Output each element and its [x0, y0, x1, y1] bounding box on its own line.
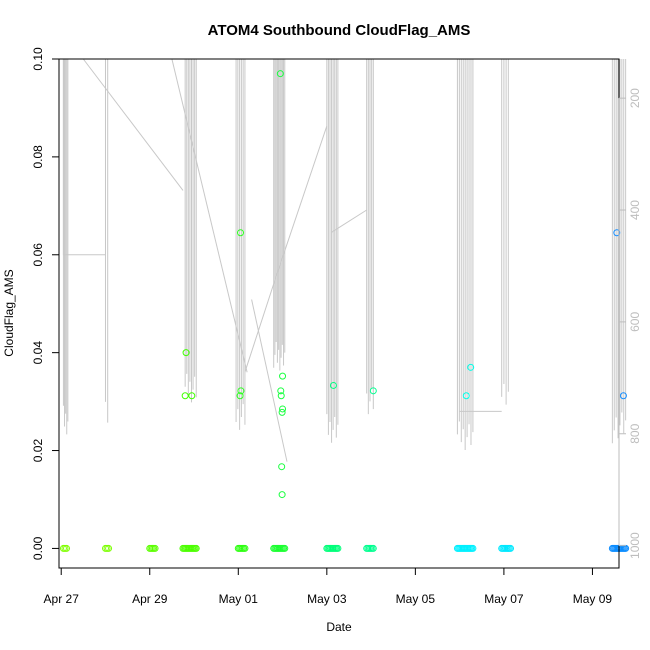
- profile-connector: [251, 299, 288, 462]
- x-axis-label: Date: [326, 620, 352, 634]
- flag-point: [334, 544, 342, 552]
- profile-connector: [82, 58, 184, 191]
- flag-point: [151, 544, 159, 552]
- x-tick-label: May 03: [307, 592, 347, 606]
- profile-connector: [171, 58, 248, 373]
- flag-point: [192, 544, 200, 552]
- data-point: [329, 381, 337, 389]
- x-tick-label: May 05: [396, 592, 436, 606]
- y2-tick-label: 1000: [628, 532, 642, 559]
- data-point: [278, 463, 286, 471]
- x-axis: Apr 27 Apr 29 May 01 May 03 May 05 May 07 May …: [44, 567, 613, 606]
- y2-tick-label: 600: [628, 312, 642, 332]
- y-tick-label: 0.00: [31, 536, 45, 560]
- data-point: [467, 363, 475, 371]
- flag-point: [63, 544, 71, 552]
- data-point: [236, 392, 244, 400]
- flag-point: [507, 544, 515, 552]
- y2-tick-label: 400: [628, 200, 642, 220]
- x-tick-label: May 01: [219, 592, 259, 606]
- data-point: [369, 387, 377, 395]
- flag-point: [469, 544, 477, 552]
- data-point: [181, 392, 189, 400]
- profile-connector: [244, 276, 277, 373]
- profile-connector: [62, 59, 106, 256]
- data-point: [276, 70, 284, 78]
- y-tick-label: 0.08: [31, 145, 45, 169]
- data-point: [237, 229, 245, 237]
- data-point: [279, 405, 287, 413]
- y-tick-label: 0.06: [31, 243, 45, 267]
- data-point: [278, 491, 286, 499]
- y-tick-label: 0.04: [31, 341, 45, 365]
- data-point: [279, 372, 287, 380]
- data-point: [182, 349, 190, 357]
- profile-connector: [275, 125, 328, 278]
- x-tick-label: Apr 29: [132, 592, 168, 606]
- x-tick-label: May 07: [484, 592, 524, 606]
- pressure-profile-layer: [62, 58, 627, 462]
- x-tick-label: Apr 27: [44, 592, 80, 606]
- y-axis-label: CloudFlag_AMS: [2, 269, 16, 356]
- data-point: [462, 392, 470, 400]
- data-point: [619, 392, 627, 400]
- y2-tick-label: 200: [628, 88, 642, 108]
- data-point: [277, 387, 285, 395]
- data-point: [277, 392, 285, 400]
- data-point: [613, 229, 621, 237]
- y-tick-label: 0.10: [31, 47, 45, 71]
- data-points-layer: [181, 70, 627, 499]
- chart-title: ATOM4 Southbound CloudFlag_AMS: [208, 22, 471, 39]
- y2-tick-label: 800: [628, 423, 642, 443]
- data-point: [188, 392, 196, 400]
- data-point: [278, 408, 286, 416]
- y-tick-label: 0.02: [31, 439, 45, 463]
- flag-series-layer: [59, 544, 630, 552]
- flag-point: [241, 544, 249, 552]
- y-axis-left: 0.00 0.02 0.04 0.06 0.08 0.10: [31, 47, 60, 560]
- y-axis-right: 200 400 600 800 1000: [618, 88, 642, 559]
- flag-point: [281, 544, 289, 552]
- profile-connector: [331, 209, 367, 233]
- data-point: [237, 387, 245, 395]
- x-tick-label: May 09: [573, 592, 613, 606]
- flag-point: [105, 544, 113, 552]
- flag-point: [369, 544, 377, 552]
- plot-frame: [58, 58, 620, 569]
